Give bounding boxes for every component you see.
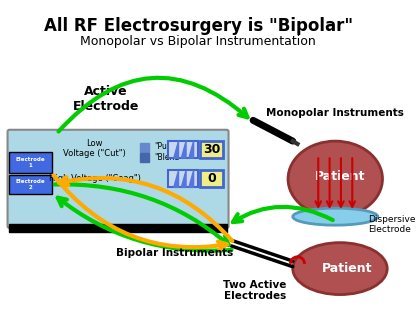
Text: Monopolar vs Bipolar Instrumentation: Monopolar vs Bipolar Instrumentation [81,35,316,47]
Ellipse shape [288,141,383,217]
Bar [9,152,52,173]
Text: Two Active
Electrodes: Two Active Electrodes [223,280,287,301]
FancyBboxPatch shape [8,130,228,228]
FancyArrowPatch shape [58,198,231,251]
Text: "Blend": "Blend" [154,153,183,162]
Text: 0: 0 [207,172,216,185]
Polygon shape [174,141,178,158]
Text: High Voltage ("Coag"): High Voltage ("Coag") [48,174,140,183]
Text: All RF Electrosurgery is "Bipolar": All RF Electrosurgery is "Bipolar" [44,17,353,35]
Bar [168,170,198,188]
Bar [9,175,52,194]
Text: Electrode
1: Electrode 1 [16,157,45,168]
Text: Active
Electrode: Active Electrode [73,84,139,113]
Ellipse shape [293,243,387,295]
FancyArrowPatch shape [55,184,228,245]
Text: Dispersive
Electrode: Dispersive Electrode [368,214,416,234]
Polygon shape [189,141,194,158]
Text: Bipolar Instruments: Bipolar Instruments [116,248,234,258]
Text: "Pure": "Pure" [154,142,178,151]
Text: Monopolar Instruments: Monopolar Instruments [266,108,404,118]
Polygon shape [174,170,178,188]
Bar [140,143,149,151]
Polygon shape [181,141,186,158]
Text: Low
Voltage ("Cut"): Low Voltage ("Cut") [63,139,126,158]
Polygon shape [189,170,194,188]
FancyArrowPatch shape [233,207,333,222]
Text: Patient: Patient [322,262,373,275]
Text: Electrode
2: Electrode 2 [16,179,45,190]
Text: 30: 30 [203,143,220,156]
FancyArrowPatch shape [59,177,232,241]
FancyArrowPatch shape [54,175,227,250]
Bar [200,170,223,188]
Ellipse shape [293,208,378,225]
Bar [9,224,227,232]
Bar [200,141,223,158]
Text: Patient: Patient [315,171,365,183]
Polygon shape [181,170,186,188]
FancyArrowPatch shape [58,78,247,132]
Bar [140,153,149,162]
Bar [168,141,198,158]
